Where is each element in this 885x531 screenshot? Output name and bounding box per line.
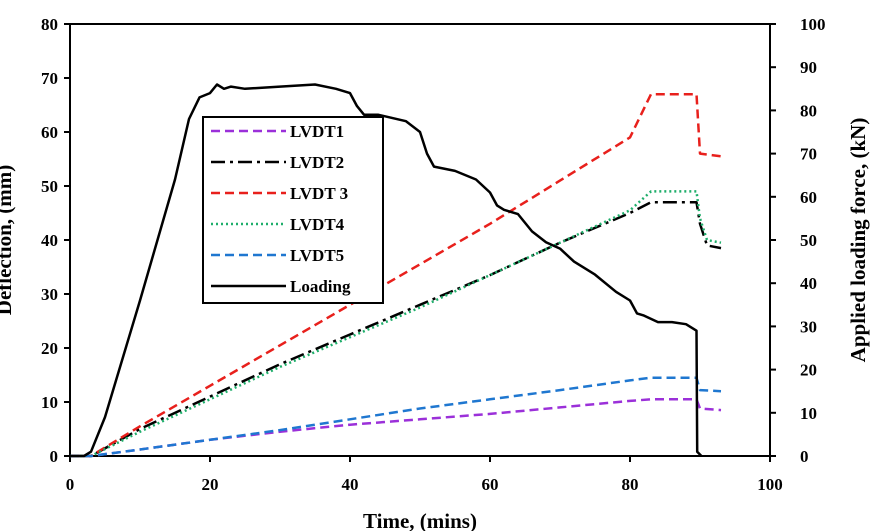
- legend-items: LVDT1 LVDT2 LVDT 3 LVDT4 LVDT5 Loading: [211, 122, 351, 296]
- y-right-tick-label: 90: [800, 58, 817, 77]
- legend-label: Loading: [290, 277, 351, 296]
- x-tick-label: 80: [622, 475, 639, 494]
- x-tick-label: 0: [66, 475, 75, 494]
- y-left-tick-label: 60: [41, 123, 58, 142]
- x-tick-label: 40: [342, 475, 359, 494]
- y-left-tick-label: 20: [41, 339, 58, 358]
- legend-label: LVDT2: [290, 153, 344, 172]
- y-left-ticks: 0 10 20 30 40 50 60 70 80: [41, 15, 70, 466]
- y-right-tick-label: 0: [800, 447, 809, 466]
- series-line-lvdt1: [70, 398, 722, 458]
- series-layer: [70, 83, 722, 458]
- x-tick-label: 100: [757, 475, 783, 494]
- legend-label: LVDT 3: [290, 184, 348, 203]
- y-right-tick-label: 70: [800, 145, 817, 164]
- y-right-tick-label: 30: [800, 317, 817, 336]
- y-right-tick-label: 100: [800, 15, 826, 34]
- legend-label: LVDT4: [290, 215, 345, 234]
- x-tick-label: 20: [202, 475, 219, 494]
- y-left-tick-label: 80: [41, 15, 58, 34]
- y-right-tick-label: 60: [800, 188, 817, 207]
- series-line-lvdt2: [70, 200, 722, 458]
- y-left-tick-label: 30: [41, 285, 58, 304]
- y-left-tick-label: 10: [41, 393, 58, 412]
- y-left-axis-title: Deflection, (mm): [0, 165, 16, 315]
- y-right-tick-label: 40: [800, 274, 817, 293]
- legend-label: LVDT5: [290, 246, 344, 265]
- y-left-tick-label: 70: [41, 69, 58, 88]
- y-left-tick-label: 40: [41, 231, 58, 250]
- x-tick-label: 60: [482, 475, 499, 494]
- y-right-axis-title: Applied loading force, (kN): [846, 118, 870, 363]
- x-axis-title: Time, (mins): [363, 509, 477, 531]
- y-right-ticks: 0 10 20 30 40 50 60 70 80 90 100: [770, 15, 826, 466]
- x-ticks: 0 20 40 60 80 100: [66, 456, 783, 494]
- series-line-lvdt4: [70, 190, 722, 458]
- legend: LVDT1 LVDT2 LVDT 3 LVDT4 LVDT5 Loading: [202, 116, 384, 304]
- series-line-lvdt3: [70, 92, 722, 458]
- y-left-tick-label: 0: [50, 447, 59, 466]
- legend-label: LVDT1: [290, 122, 344, 141]
- series-line-lvdt5: [70, 376, 722, 458]
- series-line-loading: [70, 83, 703, 458]
- plot-area: [69, 23, 771, 457]
- y-right-tick-label: 50: [800, 231, 817, 250]
- y-left-tick-label: 50: [41, 177, 58, 196]
- y-right-tick-label: 20: [800, 361, 817, 380]
- legend-box: [202, 116, 384, 304]
- y-right-tick-label: 80: [800, 101, 817, 120]
- y-right-tick-label: 10: [800, 404, 817, 423]
